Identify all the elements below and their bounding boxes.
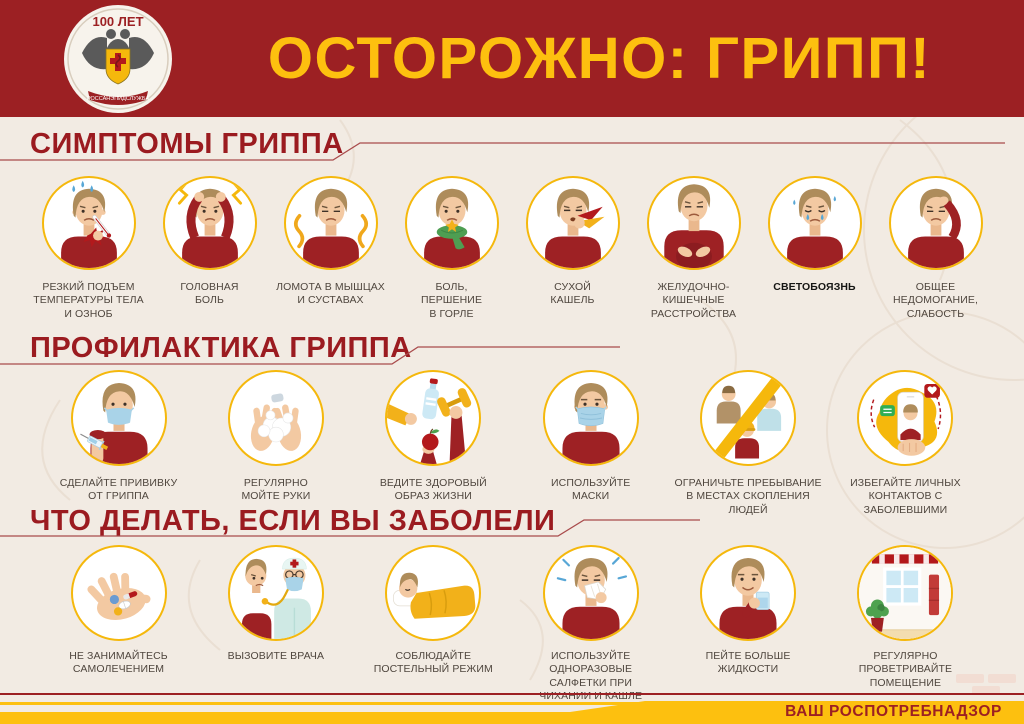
- item-label: СВЕТОБОЯЗНЬ: [773, 281, 856, 293]
- no-self-medication-icon: [86, 572, 150, 620]
- item-label: ГОЛОВНАЯ БОЛЬ: [180, 281, 239, 307]
- sick-item-tissues: ИСПОЛЬЗУЙТЕ ОДНОРАЗОВЫЕ САЛФЕТКИ ПРИ ЧИХ…: [512, 545, 669, 704]
- icon-circle: [70, 545, 167, 641]
- avoid-sick-contact-icon: [870, 383, 942, 456]
- icon-circle: [70, 370, 167, 466]
- dry-cough-icon: [544, 188, 604, 268]
- icon-circle: [227, 545, 324, 641]
- icon-circle: [857, 370, 954, 466]
- item-label: ЛОМОТА В МЫШЦАХ И СУСТАВАХ: [276, 281, 385, 307]
- icon-circle: [525, 176, 620, 270]
- item-label: СОБЛЮДАЙТЕ ПОСТЕЛЬНЫЙ РЕЖИМ: [373, 650, 493, 676]
- prevention-item-vaccine: СДЕЛАЙТЕ ПРИВИВКУ ОТ ГРИППА: [40, 370, 197, 517]
- wash-hands-icon: [250, 393, 301, 451]
- logo-years-label: 100 ЛЕТ: [92, 14, 143, 29]
- symptom-item-throat: БОЛЬ, ПЕРШЕНИЕ В ГОРЛЕ: [391, 176, 512, 321]
- bed-rest-icon: [393, 572, 476, 619]
- item-label: СУХОЙ КАШЕЛЬ: [550, 281, 595, 307]
- prevention-item-crowds: ОГРАНИЧЬТЕ ПРЕБЫВАНИЕ В МЕСТАХ СКОПЛЕНИЯ…: [670, 370, 827, 517]
- sick-item-ventilate: РЕГУЛЯРНО ПРОВЕТРИВАЙТЕ ПОМЕЩЕНИЕ: [827, 545, 984, 704]
- symptom-item-headache: ГОЛОВНАЯ БОЛЬ: [149, 176, 270, 321]
- disposable-tissues-icon: [556, 556, 627, 639]
- prevention-item-mask: ИСПОЛЬЗУЙТЕ МАСКИ: [512, 370, 669, 517]
- icon-circle: [283, 176, 378, 270]
- drink-fluids-icon: [719, 558, 777, 639]
- item-label: ОГРАНИЧЬТЕ ПРЕБЫВАНИЕ В МЕСТАХ СКОПЛЕНИЯ…: [674, 477, 822, 516]
- header-band: 100 ЛЕТ РОССАНЭПИДСЛУЖБА ОСТОРОЖНО: ГРИП…: [0, 0, 1024, 117]
- section-title-if-sick: ЧТО ДЕЛАТЬ, ЕСЛИ ВЫ ЗАБОЛЕЛИ: [30, 505, 556, 537]
- item-label: РЕГУЛЯРНО МОЙТЕ РУКИ: [241, 477, 311, 503]
- prevention-item-lifestyle: ВЕДИТЕ ЗДОРОВЫЙ ОБРАЗ ЖИЗНИ: [355, 370, 512, 517]
- icon-circle: [542, 545, 639, 641]
- rospotrebnadzor-100-years-emblem-icon: 100 ЛЕТ РОССАНЭПИДСЛУЖБА: [64, 5, 172, 113]
- symptom-item-aches: ЛОМОТА В МЫШЦАХ И СУСТАВАХ: [270, 176, 391, 321]
- healthy-lifestyle-icon: [387, 378, 472, 464]
- footer-divider-line: [0, 693, 1024, 695]
- icon-circle: [385, 370, 482, 466]
- malaise-icon: [907, 188, 964, 268]
- item-label: ИСПОЛЬЗУЙТЕ МАСКИ: [550, 477, 631, 503]
- face-mask-icon: [562, 383, 620, 464]
- if-sick-row: НЕ ЗАНИМАЙТЕСЬ САМОЛЕЧЕНИЕМ: [40, 545, 984, 704]
- fever-chills-icon: [60, 180, 117, 268]
- icon-circle: [162, 176, 257, 270]
- icon-circle: [700, 370, 797, 466]
- item-label: РЕЗКИЙ ПОДЪЕМ ТЕМПЕРАТУРЫ ТЕЛА И ОЗНОБ: [33, 281, 144, 320]
- footer-label: ВАШ РОСПОТРЕБНАДЗОР: [785, 703, 1002, 720]
- sick-item-no-self-medication: НЕ ЗАНИМАЙТЕСЬ САМОЛЕЧЕНИЕМ: [40, 545, 197, 704]
- icon-circle: [888, 176, 983, 270]
- icon-circle: [404, 176, 499, 270]
- sick-item-fluids: ПЕЙТЕ БОЛЬШЕ ЖИДКОСТИ: [670, 545, 827, 704]
- call-doctor-icon: [241, 557, 311, 639]
- item-label: ВЫЗОВИТЕ ВРАЧА: [227, 650, 325, 662]
- item-label: НЕ ЗАНИМАЙТЕСЬ САМОЛЕЧЕНИЕМ: [69, 650, 168, 676]
- avoid-crowds-icon: [706, 372, 790, 464]
- item-label: СДЕЛАЙТЕ ПРИВИВКУ ОТ ГРИППА: [59, 477, 178, 503]
- poster-title: ОСТОРОЖНО: ГРИПП!: [267, 26, 932, 91]
- icon-circle: [767, 176, 862, 270]
- gastro-upset-icon: [663, 184, 724, 268]
- sick-item-call-doctor: ВЫЗОВИТЕ ВРАЧА: [197, 545, 354, 704]
- footer-ribbon: [0, 701, 1024, 724]
- prevention-row: СДЕЛАЙТЕ ПРИВИВКУ ОТ ГРИППА: [40, 370, 984, 517]
- item-label: ЖЕЛУДОЧНО- КИШЕЧНЫЕ РАССТРОЙСТВА: [650, 281, 737, 320]
- symptom-item-cough: СУХОЙ КАШЕЛЬ: [512, 176, 633, 321]
- flu-shot-icon: [79, 383, 148, 464]
- prevention-item-contact: ИЗБЕГАЙТЕ ЛИЧНЫХ КОНТАКТОВ С ЗАБОЛЕВШИМИ: [827, 370, 984, 517]
- photophobia-icon: [786, 188, 843, 268]
- item-label: ВЕДИТЕ ЗДОРОВЫЙ ОБРАЗ ЖИЗНИ: [379, 477, 487, 503]
- sick-item-bed-rest: СОБЛЮДАЙТЕ ПОСТЕЛЬНЫЙ РЕЖИМ: [355, 545, 512, 704]
- symptom-item-fever: РЕЗКИЙ ПОДЪЕМ ТЕМПЕРАТУРЫ ТЕЛА И ОЗНОБ: [28, 176, 149, 321]
- symptom-item-malaise: ОБЩЕЕ НЕДОМОГАНИЕ, СЛАБОСТЬ: [875, 176, 996, 321]
- icon-circle: [227, 370, 324, 466]
- symptom-item-gastro: ЖЕЛУДОЧНО- КИШЕЧНЫЕ РАССТРОЙСТВА: [633, 176, 754, 321]
- item-label: ПЕЙТЕ БОЛЬШЕ ЖИДКОСТИ: [705, 650, 791, 676]
- section-title-prevention: ПРОФИЛАКТИКА ГРИППА: [30, 332, 412, 364]
- muscle-joint-ache-icon: [293, 188, 368, 268]
- logo-ribbon-label: РОССАНЭПИДСЛУЖБА: [87, 96, 149, 102]
- icon-circle: [41, 176, 136, 270]
- symptom-item-photophobia: СВЕТОБОЯЗНЬ: [754, 176, 875, 321]
- sore-throat-icon: [423, 188, 480, 268]
- icon-circle: [646, 176, 741, 270]
- icon-circle: [542, 370, 639, 466]
- ventilate-room-icon: [859, 547, 952, 639]
- item-label: РЕГУЛЯРНО ПРОВЕТРИВАЙТЕ ПОМЕЩЕНИЕ: [858, 650, 953, 689]
- symptoms-row: РЕЗКИЙ ПОДЪЕМ ТЕМПЕРАТУРЫ ТЕЛА И ОЗНОБ: [28, 176, 996, 321]
- icon-circle: [385, 545, 482, 641]
- item-label: ИЗБЕГАЙТЕ ЛИЧНЫХ КОНТАКТОВ С ЗАБОЛЕВШИМИ: [850, 477, 961, 516]
- icon-circle: [857, 545, 954, 641]
- headache-icon: [177, 180, 242, 268]
- item-label: БОЛЬ, ПЕРШЕНИЕ В ГОРЛЕ: [420, 281, 483, 320]
- item-label: ОБЩЕЕ НЕДОМОГАНИЕ, СЛАБОСТЬ: [892, 281, 978, 320]
- icon-circle: [700, 545, 797, 641]
- prevention-item-wash-hands: РЕГУЛЯРНО МОЙТЕ РУКИ: [197, 370, 354, 517]
- section-title-symptoms: СИМПТОМЫ ГРИППА: [30, 128, 344, 160]
